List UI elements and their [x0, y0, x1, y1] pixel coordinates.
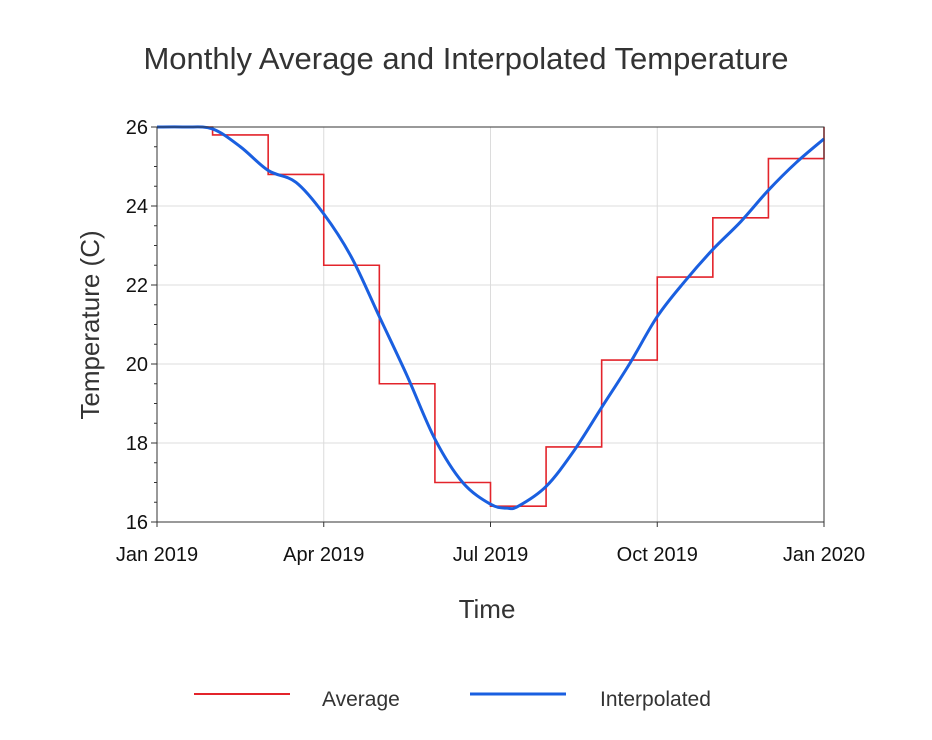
plot-frame	[156, 126, 825, 523]
legend-label-average: Average	[322, 688, 400, 711]
x-axis-label: Time	[459, 594, 516, 624]
y-tick-label: 26	[126, 117, 148, 139]
x-tick-label: Apr 2019	[283, 544, 364, 566]
x-tick-label: Jan 2020	[783, 544, 865, 566]
x-tick-label: Jul 2019	[453, 544, 529, 566]
x-tick-labels: Jan 2019 Apr 2019 Jul 2019 Oct 2019 Jan 2020	[116, 522, 865, 566]
legend: Average Interpolated	[194, 688, 711, 711]
series-interpolated	[156, 125, 825, 511]
y-tick-label: 24	[126, 196, 148, 218]
interpolated-line	[156, 125, 825, 511]
y-axis-label: Temperature (C)	[75, 230, 105, 419]
y-tick-label: 22	[126, 275, 148, 297]
average-step-line	[157, 126, 825, 507]
chart-title: Monthly Average and Interpolated Tempera…	[143, 41, 788, 76]
y-tick-label: 16	[126, 512, 148, 534]
x-tick-label: Oct 2019	[617, 544, 698, 566]
y-tick-labels: 16 18 20 22 24 26	[126, 117, 148, 534]
legend-label-interpolated: Interpolated	[600, 688, 711, 711]
grid-lines	[156, 126, 825, 523]
series-average	[157, 126, 825, 507]
y-minor-ticks	[151, 126, 157, 523]
y-tick-label: 20	[126, 354, 148, 376]
y-tick-label: 18	[126, 433, 148, 455]
x-tick-label: Jan 2019	[116, 544, 198, 566]
